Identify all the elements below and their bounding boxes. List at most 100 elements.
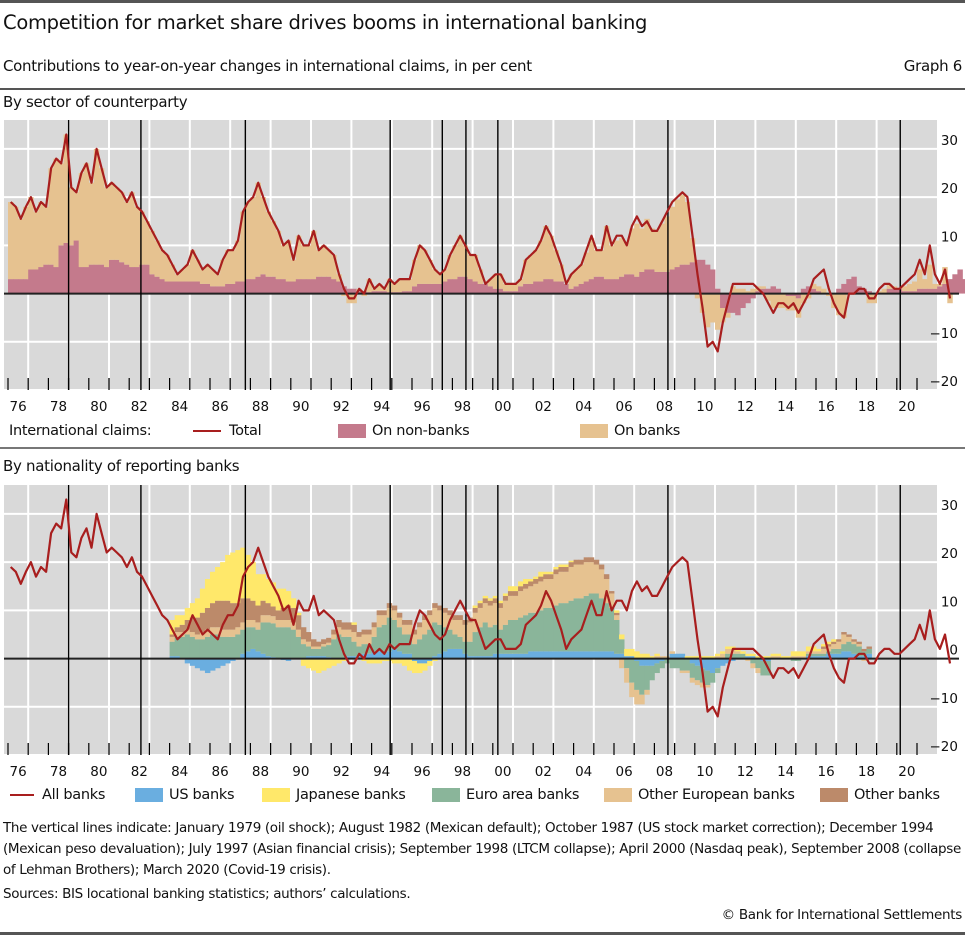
x-tick-label: 00 bbox=[494, 399, 511, 415]
bar-non-banks bbox=[68, 245, 75, 294]
bar-non-banks bbox=[285, 281, 292, 294]
bar-non-banks bbox=[422, 283, 428, 294]
bar-other-banks bbox=[169, 634, 176, 637]
bar-banks bbox=[694, 293, 701, 299]
bar-banks bbox=[391, 283, 398, 293]
y-tick-label: 0 bbox=[949, 643, 958, 659]
bar-japanese-banks bbox=[280, 588, 287, 608]
bar-other-european-banks bbox=[750, 663, 756, 669]
bar-other-european-banks bbox=[396, 617, 403, 628]
bar-other-european-banks bbox=[204, 629, 211, 637]
bar-us-banks bbox=[720, 658, 726, 666]
bar-us-banks bbox=[846, 651, 852, 659]
bar-other-banks bbox=[841, 632, 847, 635]
bar-non-banks bbox=[351, 288, 357, 294]
bar-us-banks bbox=[401, 653, 408, 659]
bar-other-european-banks bbox=[614, 615, 620, 620]
bar-other-european-banks bbox=[311, 646, 317, 649]
bar-euro-area-banks bbox=[300, 644, 307, 659]
legend-swatch-japanese-banks bbox=[262, 788, 290, 802]
bar-us-banks bbox=[816, 656, 822, 659]
bar-non-banks bbox=[33, 269, 39, 294]
bar-banks bbox=[275, 230, 282, 280]
bar-japanese-banks bbox=[305, 658, 312, 669]
bar-other-banks bbox=[447, 610, 453, 616]
bar-euro-area-banks bbox=[634, 660, 640, 690]
bar-banks bbox=[53, 158, 59, 268]
bar-japanese-banks bbox=[184, 607, 191, 620]
bar-other-banks bbox=[583, 557, 590, 563]
bar-non-banks bbox=[129, 267, 135, 294]
bar-non-banks bbox=[144, 264, 150, 294]
bar-banks bbox=[124, 201, 130, 265]
bar-banks bbox=[290, 259, 297, 282]
bar-non-banks bbox=[73, 240, 80, 294]
bar-japanese-banks bbox=[810, 646, 817, 652]
bar-non-banks bbox=[932, 288, 938, 294]
bar-japanese-banks bbox=[684, 656, 691, 659]
x-tick-label: 94 bbox=[373, 399, 390, 415]
bar-other-european-banks bbox=[235, 627, 241, 635]
bar-other-banks bbox=[356, 632, 362, 637]
bar-euro-area-banks bbox=[346, 636, 352, 657]
bar-japanese-banks bbox=[215, 566, 221, 601]
x-tick-label: 18 bbox=[858, 764, 875, 780]
bar-japanese-banks bbox=[790, 651, 797, 657]
bar-us-banks bbox=[639, 658, 645, 666]
x-tick-label: 86 bbox=[212, 399, 229, 415]
bar-euro-area-banks bbox=[189, 636, 196, 659]
bar-euro-area-banks bbox=[755, 658, 761, 669]
bar-japanese-banks bbox=[563, 564, 569, 567]
x-tick-label: 96 bbox=[414, 399, 431, 415]
bar-japanese-banks bbox=[300, 658, 307, 666]
legend-swatch-non-banks bbox=[338, 424, 366, 438]
bar-banks bbox=[174, 274, 181, 282]
bar-euro-area-banks bbox=[225, 636, 231, 659]
bar-japanese-banks bbox=[487, 598, 494, 601]
bar-non-banks bbox=[962, 279, 965, 294]
bar-non-banks bbox=[765, 288, 771, 294]
bar-euro-area-banks bbox=[356, 646, 362, 657]
x-tick-label: 12 bbox=[737, 399, 754, 415]
x-tick-label: 04 bbox=[575, 764, 592, 780]
bar-other-european-banks bbox=[412, 634, 418, 645]
bar-non-banks bbox=[805, 286, 812, 294]
bar-euro-area-banks bbox=[715, 668, 721, 674]
bar-other-european-banks bbox=[669, 651, 675, 654]
bar-other-european-banks bbox=[548, 579, 554, 608]
bar-banks bbox=[43, 206, 49, 265]
bar-other-banks bbox=[311, 639, 317, 647]
bar-non-banks bbox=[770, 286, 776, 294]
bar-japanese-banks bbox=[800, 651, 807, 657]
bar-banks bbox=[805, 293, 812, 299]
bar-us-banks bbox=[709, 658, 716, 674]
bar-banks bbox=[780, 293, 787, 309]
bar-other-banks bbox=[341, 622, 347, 630]
bar-banks bbox=[134, 206, 140, 268]
bar-other-european-banks bbox=[376, 615, 383, 628]
bar-banks bbox=[38, 201, 44, 268]
bar-other-banks bbox=[543, 574, 549, 580]
bar-japanese-banks bbox=[629, 648, 635, 657]
bar-other-european-banks bbox=[331, 634, 337, 640]
bar-japanese-banks bbox=[548, 571, 554, 575]
bar-non-banks bbox=[48, 264, 54, 294]
bar-non-banks bbox=[502, 291, 509, 294]
bar-non-banks bbox=[63, 242, 69, 294]
bar-non-banks bbox=[896, 288, 903, 294]
bar-other-european-banks bbox=[321, 644, 327, 647]
bar-us-banks bbox=[452, 648, 458, 659]
bar-us-banks bbox=[396, 651, 403, 659]
bar-us-banks bbox=[649, 658, 655, 666]
bar-japanese-banks bbox=[765, 656, 771, 659]
x-tick-label: 20 bbox=[898, 764, 915, 780]
bar-japanese-banks bbox=[194, 598, 201, 618]
bar-non-banks bbox=[13, 279, 19, 294]
bar-non-banks bbox=[800, 288, 807, 294]
bar-banks bbox=[366, 279, 372, 293]
bar-non-banks bbox=[199, 283, 206, 294]
bar-other-banks bbox=[523, 583, 529, 589]
bar-us-banks bbox=[482, 656, 489, 659]
bar-euro-area-banks bbox=[250, 627, 256, 649]
x-tick-label: 98 bbox=[454, 399, 471, 415]
